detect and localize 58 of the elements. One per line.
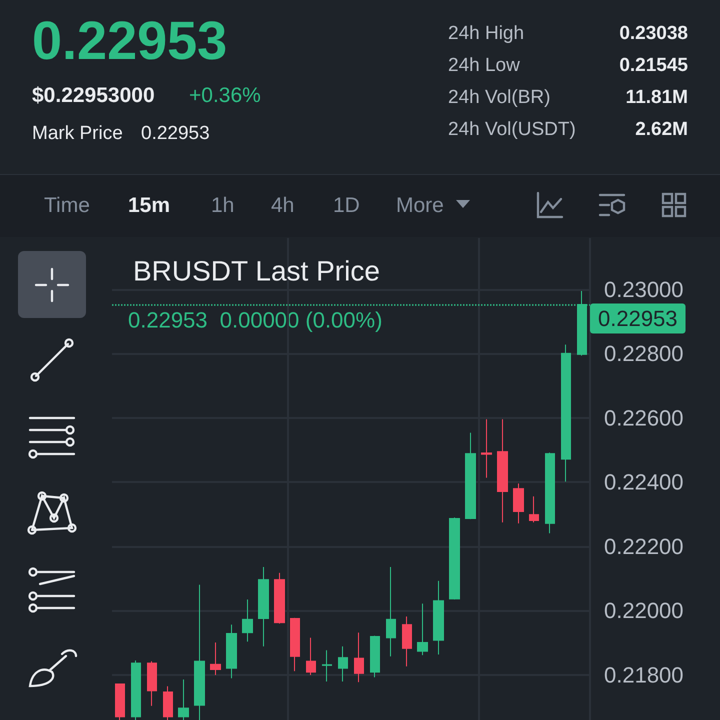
candlestick — [306, 637, 316, 676]
candlestick — [370, 635, 380, 678]
candlestick — [561, 344, 571, 482]
candlestick — [178, 679, 189, 720]
text: BRUSDT Last Price — [133, 256, 380, 286]
text: 2.62M — [635, 119, 688, 141]
candlestick — [163, 686, 173, 720]
y-tick-label: 0.22200 — [604, 534, 684, 559]
candlestick — [258, 566, 269, 647]
candlestick — [497, 418, 508, 523]
candlestick — [290, 617, 300, 672]
ref-line-label: 0.22953 — [598, 306, 678, 332]
candlestick — [402, 616, 412, 667]
text: 0.21545 — [619, 55, 688, 77]
text: 0.22953 — [32, 10, 228, 72]
candlestick — [338, 646, 348, 682]
candlestick — [529, 496, 539, 523]
candlestick — [194, 584, 205, 720]
candlestick — [545, 452, 555, 534]
text: 24h Vol(USDT) — [448, 119, 576, 141]
text: 1D — [333, 194, 360, 218]
y-tick-label: 0.22000 — [604, 598, 684, 624]
y-tick-label: 0.23000 — [604, 276, 684, 302]
text: Time — [44, 194, 90, 218]
candlestick — [226, 624, 237, 679]
candlestick — [147, 660, 157, 706]
annotation: 0.22953 0.00000 (0.00%) — [128, 308, 382, 332]
candlestick — [481, 418, 492, 478]
candlestick — [210, 642, 221, 676]
text: Mark Price — [32, 123, 123, 145]
candlestick — [417, 603, 428, 656]
candlestick — [131, 660, 141, 720]
text: 24h High — [448, 23, 524, 45]
candlestick — [242, 599, 253, 642]
text: +0.36% — [189, 84, 261, 108]
text: 1h — [211, 194, 234, 218]
text: 15m — [128, 194, 170, 218]
candlestick — [386, 566, 396, 657]
text: 24h Vol(BR) — [448, 87, 550, 109]
text: 0.23038 — [619, 23, 688, 45]
candlestick — [449, 517, 460, 600]
y-tick-label: 0.21800 — [604, 662, 684, 688]
candlestick — [354, 632, 364, 683]
text: $0.22953000 — [32, 84, 155, 108]
candlestick — [465, 432, 476, 520]
candlestick — [513, 483, 524, 524]
text: 24h Low — [448, 55, 520, 77]
candlestick — [274, 572, 285, 624]
y-tick-label: 0.22600 — [604, 405, 684, 430]
candlestick — [115, 684, 125, 720]
y-tick-label: 0.22400 — [604, 470, 684, 495]
text: 11.81M — [626, 87, 688, 109]
text: 0.22953 — [141, 123, 210, 145]
candlestick — [433, 580, 444, 655]
candlestick — [322, 650, 332, 682]
y-tick-label: 0.22800 — [604, 341, 684, 366]
text: More — [396, 194, 444, 218]
text: 4h — [271, 194, 294, 218]
